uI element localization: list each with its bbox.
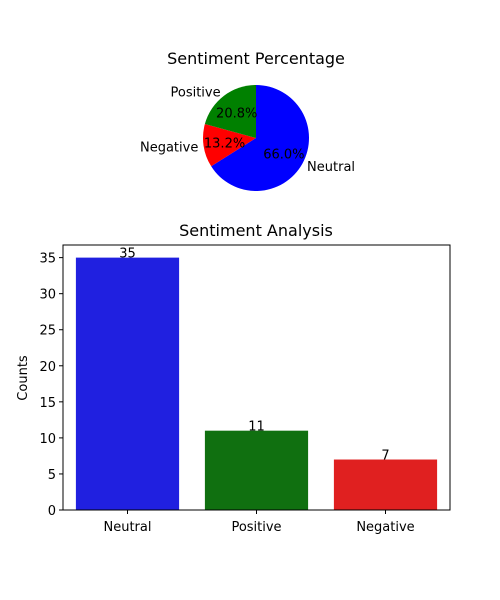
bar-value-label-positive: 11 (248, 420, 265, 435)
y-axis-label: Counts (16, 355, 31, 401)
pie-percent-positive: 20.8% (216, 107, 257, 122)
pie-percent-neutral: 66.0% (263, 147, 304, 162)
bar-value-label-neutral: 35 (119, 247, 136, 262)
x-tick-label-positive: Positive (231, 520, 281, 535)
y-tick-label: 5 (48, 468, 56, 483)
y-tick-label: 25 (39, 324, 56, 339)
pie-percent-negative: 13.2% (204, 137, 245, 152)
y-tick-label: 30 (39, 288, 56, 303)
pie-label-neutral: Neutral (307, 160, 355, 175)
y-tick-label: 10 (39, 432, 56, 447)
bar-neutral (75, 257, 180, 510)
bar-positive (204, 430, 309, 510)
bar-chart: Sentiment Analysis Counts 35 Neutral 11 Pos… (16, 221, 451, 535)
y-tick-label: 35 (39, 252, 56, 267)
bar-title: Sentiment Analysis (179, 221, 333, 240)
plot-frame (62, 244, 451, 511)
pie-title: Sentiment Percentage (167, 49, 345, 68)
y-tick-label: 15 (39, 396, 56, 411)
x-tick-label-neutral: Neutral (104, 520, 152, 535)
pie-chart: Sentiment Percentage 66.0%Neutral 13.2% Ne… (140, 49, 355, 191)
pie-label-positive: Positive (170, 86, 220, 101)
pie-label-negative: Negative (140, 141, 198, 156)
pie-slice-neutral (211, 85, 309, 191)
pie-slice-negative (203, 124, 256, 167)
pie-slice-positive (204, 85, 256, 138)
bar-value-label-negative: 7 (381, 449, 389, 464)
y-tick-label: 0 (48, 504, 56, 519)
bar-negative (333, 459, 438, 510)
y-tick-label: 20 (39, 360, 56, 375)
x-tick-label-negative: Negative (356, 520, 414, 535)
